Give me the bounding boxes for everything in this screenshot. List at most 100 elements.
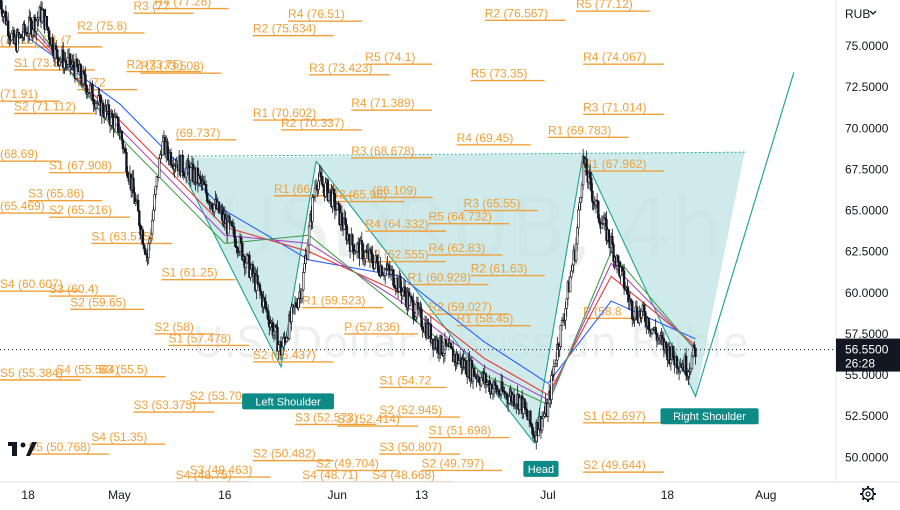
moving-average-line <box>27 22 696 401</box>
candle-body <box>83 70 86 75</box>
gear-icon-tooth[interactable] <box>861 487 865 491</box>
pivot-label: S1 (51.698) <box>429 424 492 438</box>
logo-stem <box>12 442 17 456</box>
candle-body <box>518 397 522 410</box>
candle-body <box>546 403 550 417</box>
pivot-label: S5 (55.384) <box>0 366 63 380</box>
candle-body <box>169 152 173 165</box>
pivot-label: R3 (73.508) <box>141 59 204 73</box>
candle-body <box>371 253 374 264</box>
gear-icon-hub[interactable] <box>865 491 871 497</box>
candle-body <box>540 418 544 431</box>
candle-body <box>6 20 10 36</box>
candle-body <box>117 116 120 133</box>
pattern-neckline <box>182 151 745 157</box>
candle-body <box>598 218 601 224</box>
pivot-label: P (57.836) <box>344 320 400 334</box>
candle-body <box>266 310 270 320</box>
candle-body <box>347 233 351 242</box>
time-axis[interactable] <box>0 482 900 510</box>
currency-selector[interactable]: RUB <box>845 7 877 21</box>
pattern-label-bg <box>660 408 759 425</box>
candle-body <box>420 308 423 328</box>
pivot-label: R2 (70.337) <box>281 116 344 130</box>
currency-label[interactable]: RUB <box>845 7 870 21</box>
pivot-label: R4 (74.067) <box>583 50 646 64</box>
candle-body <box>457 360 461 364</box>
candle-body <box>45 16 49 28</box>
pivot-label: S1 (61.25) <box>162 266 218 280</box>
candle-body <box>269 323 272 328</box>
candle-body <box>393 285 396 289</box>
candle-body <box>303 263 306 273</box>
pivot-label: R5 (77.12) <box>576 0 633 11</box>
candle-body <box>72 61 75 70</box>
candle-body <box>280 346 284 356</box>
pivot-label: R4 (77.28) <box>155 0 212 9</box>
candle-body <box>56 49 59 59</box>
candle-body <box>319 172 323 177</box>
gear-icon-tooth[interactable] <box>861 497 865 501</box>
pivot-label: R5 (73.35) <box>471 67 528 81</box>
pivot-label: (69.737) <box>176 126 221 140</box>
candle-body <box>290 306 293 322</box>
candle-body <box>234 236 237 247</box>
gear-icon-tooth[interactable] <box>871 487 875 491</box>
pivot-label: R1 (66.473) <box>274 182 337 196</box>
candle-body <box>124 148 127 153</box>
tradingview-logo-icon[interactable] <box>8 442 37 456</box>
candle-body <box>91 83 94 101</box>
candle-body <box>142 244 146 249</box>
candle-body <box>113 117 116 130</box>
candle-body <box>324 182 327 197</box>
candle-body <box>35 20 38 32</box>
candle-body <box>320 176 324 185</box>
pivot-label: S2 (53.70 <box>190 389 242 403</box>
pivot-label: S2 (49.797) <box>422 456 485 470</box>
gear-icon[interactable] <box>860 486 876 502</box>
price-axis[interactable] <box>836 0 900 482</box>
pivot-label: S1 (63.575) <box>91 229 154 243</box>
x-tick-label: 16 <box>218 488 232 502</box>
candle-body <box>590 177 593 192</box>
candle-body <box>694 347 697 357</box>
candle-body <box>690 355 694 370</box>
candle-body <box>351 234 354 246</box>
candle-body <box>480 377 483 386</box>
pivot-label: S2 (58) <box>155 320 194 334</box>
candle-body <box>626 287 629 295</box>
candle-body <box>333 193 337 211</box>
gear-icon-tooth[interactable] <box>871 497 875 501</box>
pivot-label: R3 (73.423) <box>309 61 372 75</box>
candle-body <box>384 269 387 277</box>
candle-body <box>111 113 114 119</box>
candle-body <box>256 275 259 284</box>
candle-body <box>213 204 216 213</box>
candle-body <box>84 74 87 86</box>
pivot-label: P (58.8 <box>583 304 622 318</box>
pattern-left-shoulder-line <box>175 157 317 369</box>
pivot-label: S4 (55.584) <box>56 363 119 377</box>
candle-body <box>399 275 402 289</box>
candle-body <box>497 389 500 395</box>
candle-body <box>154 186 157 196</box>
candle-body <box>31 29 34 36</box>
pivot-label: S2 (71.112) <box>14 100 76 114</box>
candle-body <box>473 367 476 377</box>
candle-body <box>311 197 314 223</box>
candle-body <box>40 9 44 23</box>
pivot-label: R4 (76.51) <box>288 7 345 21</box>
y-tick-label: 75.0000 <box>845 39 889 53</box>
candle-body <box>79 64 82 79</box>
pivot-label: S2 (65.216) <box>49 203 112 217</box>
candle-body <box>525 409 529 417</box>
pivot-label: R4 (69.45) <box>457 131 514 145</box>
pattern-head-line <box>315 154 584 444</box>
candle-body <box>580 184 584 198</box>
chevron-down-icon[interactable] <box>869 10 877 15</box>
candle-body <box>152 209 155 221</box>
pivot-label: R4 (64.332) <box>365 217 428 231</box>
candle-body <box>101 102 105 115</box>
